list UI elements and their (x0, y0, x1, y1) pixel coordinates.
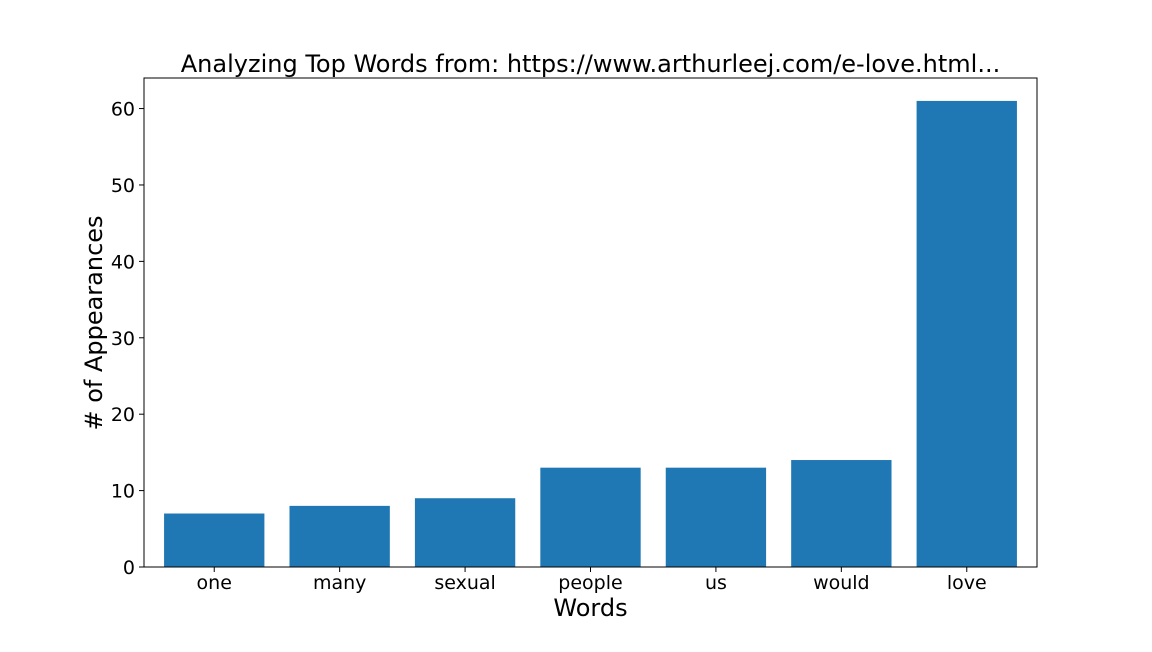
x-tick-label: people (558, 572, 622, 594)
bar-sexual (414, 498, 516, 567)
x-axis-ticks: one many sexual people us would love (197, 567, 987, 594)
chart-title: Analyzing Top Words from: https://www.ar… (181, 50, 1000, 78)
x-axis-label: Words (553, 594, 627, 622)
y-tick-label: 40 (111, 251, 135, 273)
bar-us (665, 467, 767, 567)
y-tick-label: 50 (111, 175, 135, 197)
bar-people (540, 467, 641, 567)
y-tick-label: 30 (111, 328, 135, 350)
y-tick-label: 60 (111, 99, 135, 121)
y-tick-label: 20 (111, 404, 135, 426)
x-tick-label: would (813, 572, 870, 594)
y-axis-ticks: 0 10 20 30 40 50 60 (111, 99, 144, 579)
x-tick-label: us (705, 572, 727, 594)
plot-area (143, 77, 1038, 568)
x-tick-label: one (197, 572, 232, 594)
x-tick-label: many (313, 572, 366, 594)
y-tick-label: 10 (111, 481, 135, 503)
bar-would (791, 460, 892, 567)
bar-one (164, 513, 265, 567)
y-axis-label: # of Appearances (80, 215, 108, 430)
bar-love (916, 100, 1017, 567)
bar-many (289, 505, 390, 567)
x-tick-label: love (947, 572, 987, 594)
y-tick-label: 0 (123, 557, 135, 579)
x-tick-label: sexual (434, 572, 495, 594)
